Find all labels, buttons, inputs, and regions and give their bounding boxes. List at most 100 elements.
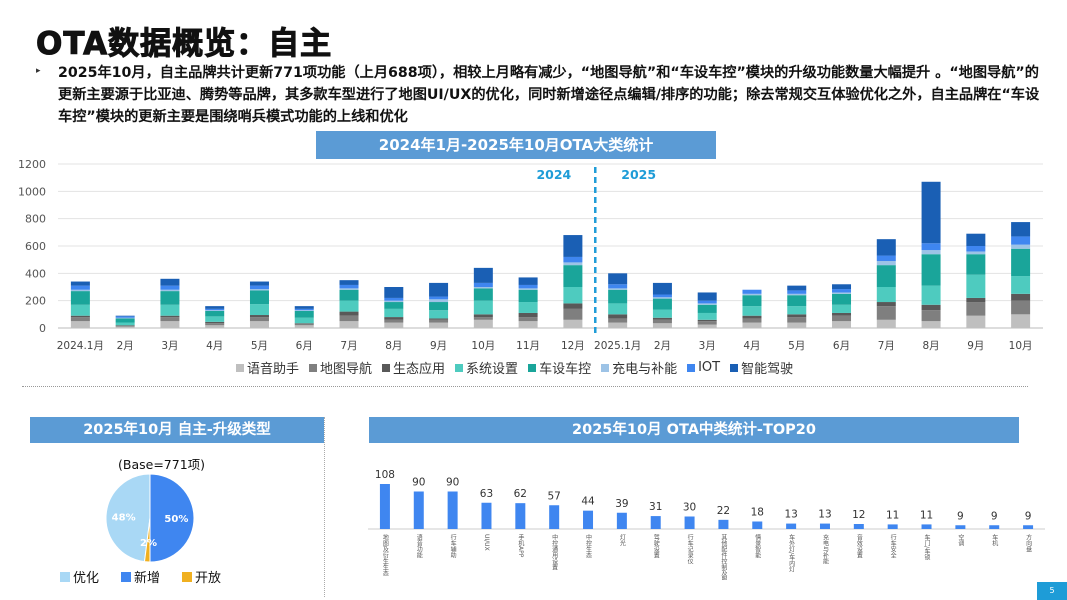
bar-segment [652, 309, 672, 318]
x-tick-label: 2月 [117, 340, 134, 352]
bar-segment [429, 319, 449, 323]
bar-segment [742, 306, 762, 316]
bar-segment [249, 281, 269, 286]
x-tick-label: 中控通用设置 [551, 533, 558, 570]
bar-segment [876, 265, 896, 287]
bar-segment [608, 284, 628, 289]
bar [921, 524, 932, 529]
bar-segment [249, 290, 269, 305]
y-tick-label: 800 [25, 213, 46, 226]
x-tick-label: 中控生态 [585, 533, 592, 558]
x-tick-label: 4月 [206, 340, 223, 352]
bar [684, 516, 695, 529]
legend-item: 智能驾驶 [730, 358, 793, 377]
bar-segment [339, 300, 359, 312]
bar-segment [742, 293, 762, 296]
x-tick-label: 8月 [385, 340, 402, 352]
bar-segment [742, 315, 762, 319]
bar-segment [473, 317, 493, 320]
legend-item: IOT [687, 358, 720, 377]
bar-segment [473, 314, 493, 318]
bar-segment [697, 303, 717, 305]
bar-segment [966, 302, 986, 316]
bar-segment [294, 306, 314, 309]
legend-label: 充电与补能 [612, 362, 678, 377]
legend-swatch [455, 363, 464, 372]
bar-segment [384, 300, 404, 303]
bar-segment [563, 256, 583, 263]
bar-segment [384, 308, 404, 318]
legend-swatch [309, 363, 318, 372]
x-tick-label: 音效设置 [855, 533, 862, 558]
bar-segment [429, 310, 449, 319]
pie-legend-item: 优化 [60, 567, 99, 586]
bar-segment [697, 292, 717, 301]
y-tick-label: 600 [25, 240, 46, 253]
bar-segment [787, 290, 807, 294]
bar-segment [115, 315, 135, 317]
bar-segment [160, 321, 180, 328]
bar-segment [787, 285, 807, 291]
bar-segment [652, 317, 672, 320]
summary-paragraph: 2025年10月，自主品牌共计更新771项功能（上月688项），相较上月略有减少… [58, 65, 1040, 125]
bar [515, 503, 526, 529]
bar-segment [787, 295, 807, 307]
bar [650, 516, 661, 529]
legend-label: 生态应用 [393, 362, 446, 377]
legend-item: 语音助手 [236, 358, 299, 377]
x-tick-label: 10月 [1009, 340, 1033, 352]
bar-segment [1011, 314, 1031, 328]
bar-segment [160, 315, 180, 318]
bar-segment [429, 318, 449, 320]
x-tick-label: 手机APP [517, 533, 524, 557]
pie-base-label: (Base=771项) [118, 457, 206, 472]
bar-segment [429, 302, 449, 311]
bar-segment [473, 288, 493, 301]
data-label: 44 [581, 496, 595, 508]
legend-item: 地图导航 [309, 358, 372, 377]
bar-segment [563, 287, 583, 304]
bar-segment [115, 325, 135, 327]
bar-segment [518, 289, 538, 303]
bar-segment [473, 287, 493, 289]
bar-segment [966, 233, 986, 246]
bar [549, 505, 560, 529]
legend-item: 系统设置 [455, 358, 518, 377]
bar-segment [160, 285, 180, 290]
x-tick-label: 6月 [833, 340, 850, 352]
section-divider [22, 386, 1028, 387]
data-label: 13 [818, 509, 831, 521]
y-tick-label: 0 [39, 322, 46, 335]
x-tick-label: 方向盘 [1025, 533, 1032, 552]
bar-segment [876, 255, 896, 262]
bar [583, 510, 594, 529]
bar-segment [921, 181, 941, 244]
legend-label: IOT [698, 360, 721, 375]
bar-segment [742, 289, 762, 294]
bar-segment [339, 280, 359, 285]
bar-segment [294, 323, 314, 326]
bar-segment [787, 314, 807, 318]
data-label: 12 [852, 509, 865, 521]
legend-label: 新增 [134, 571, 161, 586]
bar-segment [339, 288, 359, 290]
bar-segment [966, 254, 986, 275]
pie-slice [149, 473, 195, 563]
bar-segment [518, 284, 538, 289]
bar [718, 519, 729, 529]
bar-segment [70, 321, 90, 328]
legend-item: 生态应用 [382, 358, 445, 377]
bar-segment [384, 302, 404, 309]
bar-segment [563, 319, 583, 328]
bar-segment [652, 297, 672, 299]
bar-segment [429, 322, 449, 328]
bar-segment [787, 317, 807, 323]
x-tick-label: 车外灯/车内灯 [788, 533, 795, 573]
data-label: 13 [784, 509, 797, 521]
x-tick-label: 其他配件控制及服务 [720, 533, 727, 580]
x-tick-label: 2月 [654, 340, 671, 352]
legend-item: 充电与补能 [601, 358, 677, 377]
y-tick-label: 1000 [18, 185, 46, 198]
year-label-2025: 2025 [621, 167, 656, 182]
bar-segment [429, 296, 449, 300]
